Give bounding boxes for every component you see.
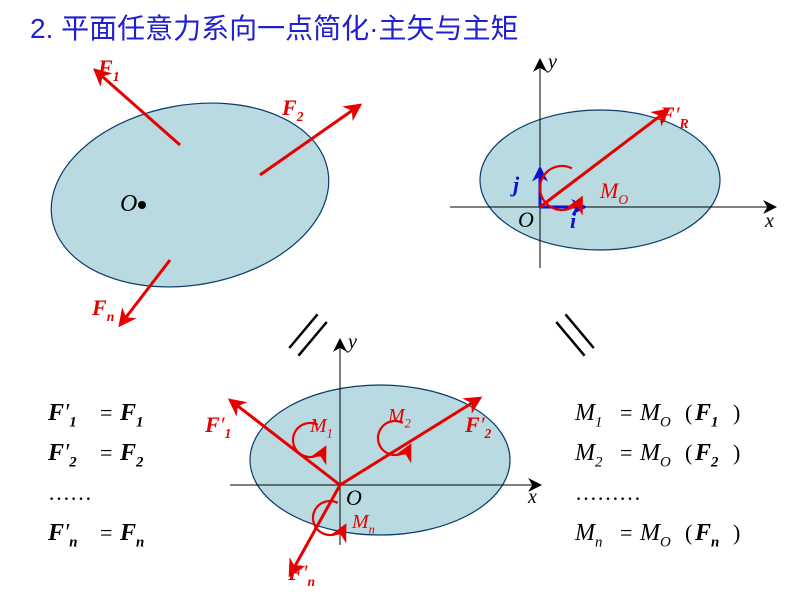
svg-text:O: O (518, 207, 534, 232)
svg-text:F2: F2 (119, 440, 144, 471)
svg-text:F1: F1 (119, 400, 143, 431)
svg-text:M1: M1 (574, 400, 602, 431)
svg-text:F′n: F′n (287, 560, 315, 589)
svg-text:F′1: F′1 (47, 400, 77, 431)
svg-text:=: = (620, 520, 632, 545)
svg-text:F′R: F′R (659, 102, 689, 131)
svg-text:F′n: F′n (47, 520, 78, 551)
svg-text:y: y (546, 51, 557, 73)
svg-text:): ) (733, 440, 740, 465)
svg-text:………: ……… (575, 480, 641, 505)
svg-text:F2: F2 (694, 440, 719, 471)
svg-text:x: x (527, 486, 537, 508)
svg-text:(: ( (685, 400, 692, 425)
svg-text:Fn: Fn (91, 295, 114, 324)
svg-text:x: x (764, 210, 774, 232)
svg-text:Fn: Fn (694, 520, 719, 551)
svg-text:2. 平面任意力系向一点简化·主矢与主矩: 2. 平面任意力系向一点简化·主矢与主矩 (30, 13, 518, 44)
svg-text:……: …… (48, 480, 92, 505)
svg-text:MO: MO (639, 520, 671, 551)
svg-text:(: ( (685, 520, 692, 545)
svg-text:i: i (570, 208, 577, 233)
svg-text:F′2: F′2 (47, 440, 77, 471)
svg-text:Fn: Fn (119, 520, 144, 551)
svg-text:y: y (346, 331, 357, 353)
svg-text:F2: F2 (281, 95, 304, 124)
svg-text:O: O (346, 485, 362, 510)
svg-text:O: O (120, 191, 137, 217)
svg-text:Mn: Mn (574, 520, 602, 551)
svg-text:F′1: F′1 (204, 412, 231, 441)
svg-text:=: = (620, 440, 632, 465)
svg-text:F1: F1 (97, 55, 120, 84)
svg-text:=: = (100, 440, 112, 465)
svg-text:=: = (100, 520, 112, 545)
svg-text:F′2: F′2 (464, 412, 492, 441)
svg-text:=: = (100, 400, 112, 425)
svg-text:=: = (620, 400, 632, 425)
svg-text:MO: MO (639, 440, 671, 471)
svg-text:): ) (733, 400, 740, 425)
svg-text:MO: MO (639, 400, 671, 431)
svg-text:(: ( (685, 440, 692, 465)
svg-text:M2: M2 (574, 440, 603, 471)
svg-text:F1: F1 (694, 400, 718, 431)
svg-text:): ) (733, 520, 740, 545)
